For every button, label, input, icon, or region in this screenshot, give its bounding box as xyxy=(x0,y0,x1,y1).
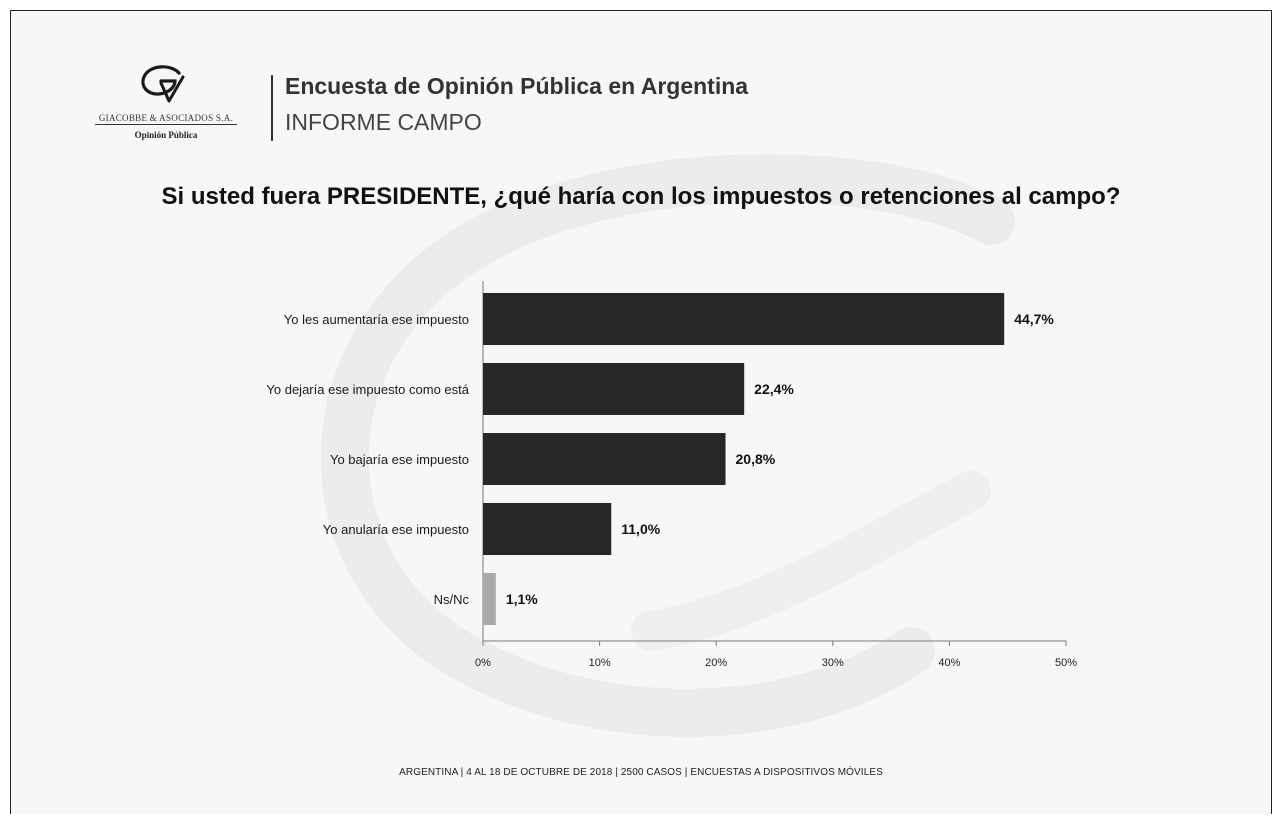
chart-title: Si usted fuera PRESIDENTE, ¿qué haría co… xyxy=(161,183,1121,210)
bar-chart: 0% 10% 20% 30% 40% 50% Yo les aumentaría ese i… xyxy=(266,281,1077,669)
logo-tagline: Opinión Pública xyxy=(134,130,198,140)
category-label: Yo les aumentaría ese impuesto xyxy=(284,312,469,327)
header-divider xyxy=(271,75,273,141)
category-label: Yo dejaría ese impuesto como está xyxy=(266,382,469,397)
value-label: 22,4% xyxy=(754,381,794,397)
value-label: 11,0% xyxy=(621,521,660,537)
footer-note: ARGENTINA | 4 AL 18 DE OCTUBRE DE 2018 |… xyxy=(399,767,883,778)
bar xyxy=(483,503,612,555)
x-tick-label: 50% xyxy=(1055,657,1077,669)
x-tick-label: 0% xyxy=(475,657,491,669)
header-title: Encuesta de Opinión Pública en Argentina xyxy=(285,73,749,99)
value-label: 20,8% xyxy=(736,451,776,467)
x-tick-label: 30% xyxy=(822,657,844,669)
logo-emblem-icon xyxy=(141,65,185,103)
company-logo: GIACOBBE & ASOCIADOS S.A. Opinión Públic… xyxy=(81,61,251,161)
bar xyxy=(483,573,496,625)
category-label: Yo anularía ese impuesto xyxy=(323,522,469,537)
header-subtitle: INFORME CAMPO xyxy=(285,109,482,135)
bar xyxy=(483,433,726,485)
x-tick-label: 20% xyxy=(705,657,727,669)
category-label: Ns/Nc xyxy=(434,592,470,607)
logo-firm-name: GIACOBBE & ASOCIADOS S.A. xyxy=(94,113,238,125)
watermark-logo xyxy=(320,154,1015,737)
bar xyxy=(483,363,745,415)
value-label: 1,1% xyxy=(506,591,538,607)
slide: GIACOBBE & ASOCIADOS S.A. Opinión Públic… xyxy=(10,10,1272,814)
bar xyxy=(483,293,1005,345)
value-label: 44,7% xyxy=(1014,311,1054,327)
x-tick-label: 10% xyxy=(589,657,611,669)
category-label: Yo bajaría ese impuesto xyxy=(330,452,469,467)
x-tick-label: 40% xyxy=(938,657,960,669)
